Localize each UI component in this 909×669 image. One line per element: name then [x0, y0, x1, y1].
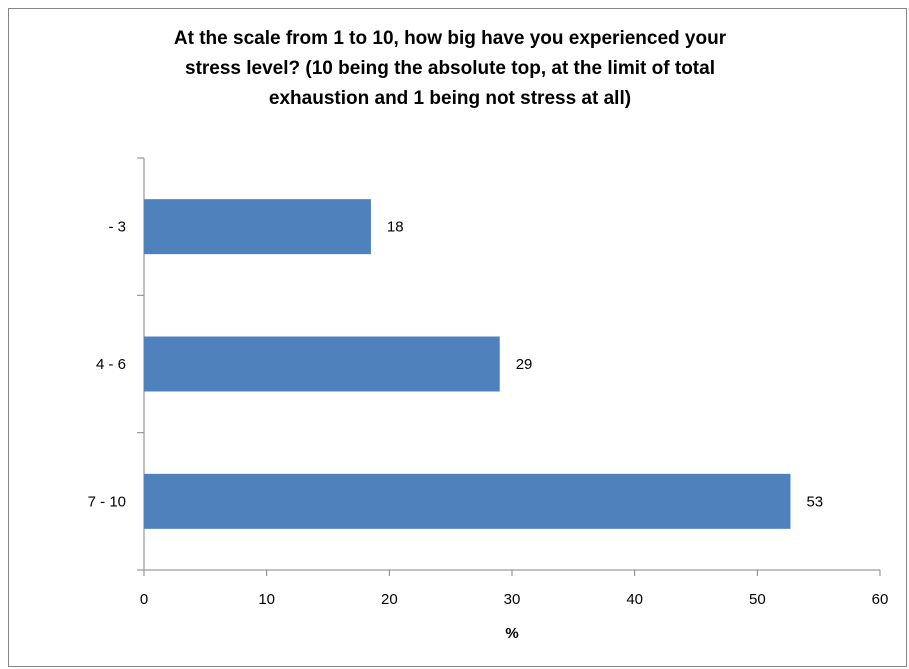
x-tick-label: 20	[381, 591, 398, 608]
data-label: 18	[387, 219, 404, 236]
x-tick-label: 0	[140, 591, 148, 608]
x-tick-label: 50	[749, 591, 766, 608]
x-tick-label: 40	[626, 591, 643, 608]
x-tick-label: 10	[258, 591, 275, 608]
chart-title-line-3: exhaustion and 1 being not stress at all…	[268, 88, 632, 109]
chart-title: At the scale from 1 to 10, how big have …	[60, 24, 840, 114]
chart-title-line-2: stress level? (10 being the absolute top…	[185, 58, 715, 79]
data-label: 29	[516, 356, 533, 373]
data-label: 53	[806, 493, 823, 510]
bar	[144, 336, 500, 392]
y-tick-label: - 3	[108, 219, 126, 236]
y-tick-label: 7 - 10	[88, 493, 126, 510]
x-axis-title: %	[505, 625, 518, 642]
x-tick-label: 60	[872, 591, 889, 608]
x-tick-label: 30	[504, 591, 521, 608]
bar	[144, 473, 791, 529]
chart-title-line-1: At the scale from 1 to 10, how big have …	[173, 28, 727, 49]
y-tick-label: 4 - 6	[96, 356, 126, 373]
bar	[144, 199, 371, 255]
